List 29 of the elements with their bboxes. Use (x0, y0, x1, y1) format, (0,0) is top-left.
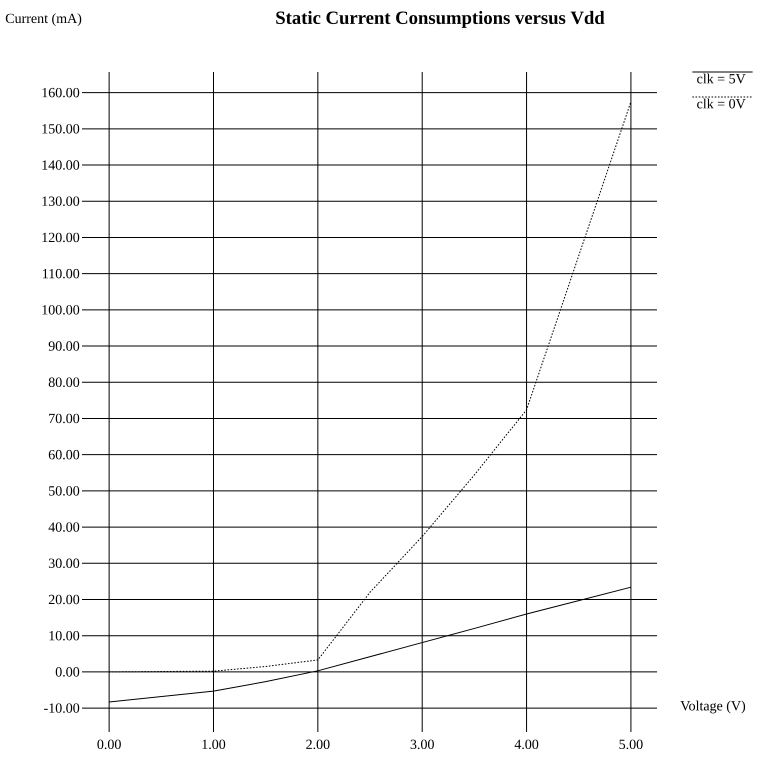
y-tick-label: 140.00 (42, 160, 80, 170)
y-tick-label: 20.00 (48, 594, 80, 604)
y-tick-label: 150.00 (42, 124, 80, 134)
y-tick-label: 130.00 (42, 196, 80, 206)
y-tick-label: 120.00 (42, 232, 80, 242)
chart-title: Static Current Consumptions versus Vdd (276, 10, 604, 28)
y-axis-title: Current (mA) (6, 13, 82, 26)
y-tick-label: 160.00 (42, 88, 80, 98)
y-tick-label: 80.00 (48, 378, 80, 388)
legend-label: clk = 5V (697, 74, 746, 84)
x-tick-label: 4.00 (514, 740, 538, 750)
y-tick-label: 40.00 (48, 522, 80, 532)
y-tick-label: 110.00 (42, 268, 80, 278)
y-tick-label: 60.00 (48, 450, 80, 460)
y-tick-label: 30.00 (48, 558, 80, 568)
x-tick-label: 5.00 (619, 740, 643, 750)
y-tick-label: 90.00 (48, 341, 80, 351)
x-tick-label: 2.00 (306, 740, 330, 750)
y-tick-label: 100.00 (42, 305, 80, 315)
y-tick-label: -10.00 (44, 703, 80, 713)
y-tick-label: 50.00 (49, 486, 80, 496)
y-tick-label: 70.00 (49, 414, 80, 424)
x-tick-label: 0.00 (97, 740, 121, 750)
y-tick-label: 10.00 (49, 630, 80, 640)
x-tick-label: 3.00 (410, 740, 434, 750)
legend-label: clk = 0V (697, 98, 746, 109)
y-tick-label: 0.00 (56, 667, 80, 677)
x-tick-label: 1.00 (202, 740, 226, 750)
x-axis-title: Voltage (V) (680, 700, 746, 714)
